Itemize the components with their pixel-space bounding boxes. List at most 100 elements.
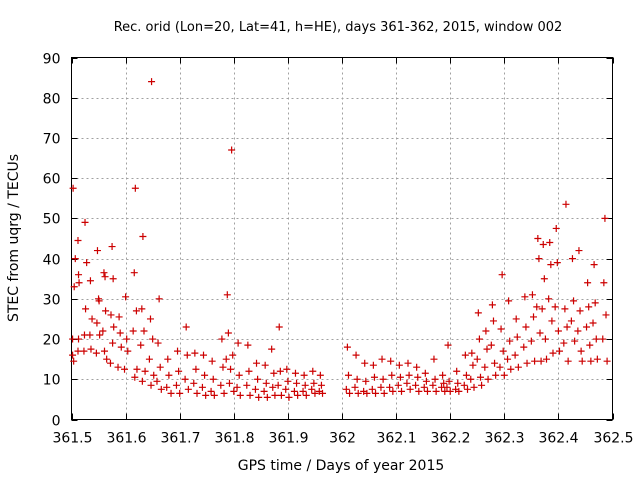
data-point [491,359,499,367]
data-point [398,387,406,395]
data-point [209,375,217,383]
data-point [299,387,307,395]
data-point [208,357,216,365]
data-point [538,305,546,313]
data-point [103,355,111,363]
x-tick-label: 362.2 [430,431,470,447]
data-point [124,347,132,355]
data-point [167,389,175,397]
data-point [539,241,547,249]
data-point [507,365,515,373]
data-point [589,319,597,327]
data-point [217,381,225,389]
y-tick-label: 60 [43,172,61,188]
data-point [504,355,512,363]
data-point [555,347,563,355]
data-point [369,361,377,369]
data-point [553,259,561,267]
data-point [308,385,316,393]
data-point [131,184,139,192]
data-point [405,371,413,379]
data-point [175,367,183,375]
data-point [462,371,470,379]
data-point [474,309,482,317]
data-point [422,377,430,385]
data-point [475,335,483,343]
data-point [222,355,230,363]
data-point [577,347,585,355]
data-point [562,200,570,208]
data-point [300,371,308,379]
data-point [413,363,421,371]
data-point [115,313,123,321]
data-point [69,335,77,343]
data-point [564,357,572,365]
x-tick-label: 362 [329,431,356,447]
data-point [117,343,125,351]
x-tick-label: 362.4 [538,431,578,447]
data-point [283,365,291,373]
data-point [498,271,506,279]
data-point [353,375,361,383]
x-tick-label: 361.9 [268,431,308,447]
data-point [207,387,215,395]
data-point [227,365,235,373]
data-point [70,283,78,291]
data-point [513,333,521,341]
data-point [379,375,387,383]
data-point [149,335,157,343]
data-point [310,379,318,387]
data-point [496,363,504,371]
data-point [520,343,528,351]
data-point [99,327,107,335]
data-point [554,327,562,335]
data-point [263,393,271,401]
data-point [268,345,276,353]
data-point [522,323,530,331]
data-point [476,373,484,381]
data-point [363,389,371,397]
data-point [497,325,505,333]
data-point [246,391,254,399]
data-point [420,383,428,391]
data-point [576,307,584,315]
data-point [138,305,146,313]
data-point [138,377,146,385]
data-point [262,379,270,387]
data-point [92,349,100,357]
data-point [389,387,397,395]
data-point [528,291,536,299]
data-point [229,351,237,359]
data-point [201,371,209,379]
data-point [235,371,243,379]
data-point [140,327,148,335]
y-tick-label: 0 [52,414,61,430]
data-point [86,277,94,285]
data-point [351,383,359,391]
data-point [584,279,592,287]
data-point [587,357,595,365]
data-point [276,367,284,375]
data-point [275,323,283,331]
data-point [443,383,451,391]
data-point [483,345,491,353]
data-point [362,377,370,385]
data-point [96,331,104,339]
data-point [534,235,542,242]
data-point [489,317,497,325]
data-point [505,297,513,305]
data-point [282,385,290,393]
data-point [309,367,317,375]
data-point [568,255,576,263]
data-points [69,78,611,401]
data-point [445,377,453,385]
data-point [431,375,439,383]
data-point [156,363,164,371]
data-point [537,357,545,365]
data-point [575,247,583,255]
data-point [122,293,130,301]
data-point [193,389,201,397]
data-point [354,389,362,397]
data-point [514,363,522,371]
data-point [563,323,571,331]
